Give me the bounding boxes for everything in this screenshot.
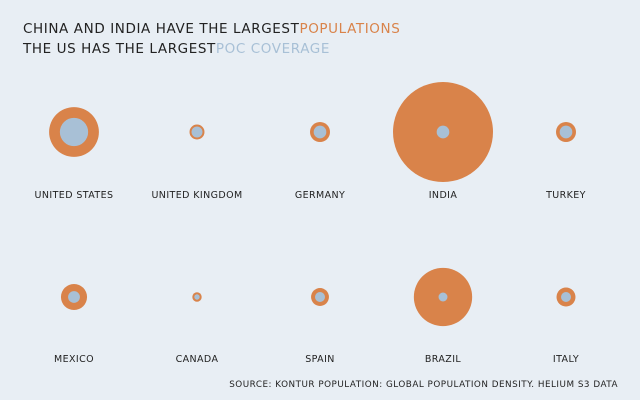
title-line-2-prefix: THE US HAS THE LARGEST (23, 41, 216, 57)
title-line-1-prefix: CHINA AND INDIA HAVE THE LARGEST (23, 21, 300, 37)
country-label-spain: SPAIN (305, 354, 335, 365)
title-line-2-highlight: POC COVERAGE (215, 41, 330, 57)
poc-coverage-bubble-united-states (59, 117, 89, 147)
poc-coverage-bubble-germany (313, 125, 327, 139)
poc-coverage-bubble-india (436, 125, 450, 139)
country-label-united-states: UNITED STATES (35, 190, 114, 201)
poc-coverage-bubble-brazil (438, 292, 448, 302)
country-label-germany: GERMANY (295, 190, 345, 201)
poc-coverage-bubble-italy (561, 292, 571, 302)
country-label-turkey: TURKEY (545, 190, 586, 201)
poc-coverage-bubble-mexico (68, 291, 80, 303)
country-label-india: INDIA (429, 190, 458, 201)
poc-coverage-bubble-turkey (559, 125, 573, 139)
country-label-italy: ITALY (553, 354, 579, 365)
poc-coverage-bubble-united-kingdom (191, 126, 203, 138)
country-label-united-kingdom: UNITED KINGDOM (151, 190, 242, 201)
country-label-brazil: BRAZIL (425, 354, 462, 365)
title-line-2: THE US HAS THE LARGESTPOC COVERAGE (23, 41, 330, 57)
poc-coverage-bubble-canada (194, 294, 200, 300)
poc-coverage-bubble-spain (315, 292, 325, 302)
country-label-canada: CANADA (176, 354, 219, 365)
title-line-1-highlight: POPULATIONS (299, 21, 401, 37)
country-label-mexico: MEXICO (54, 354, 94, 365)
title-line-1: CHINA AND INDIA HAVE THE LARGESTPOPULATI… (23, 21, 400, 37)
source-note: SOURCE: KONTUR POPULATION: GLOBAL POPULA… (229, 380, 618, 390)
